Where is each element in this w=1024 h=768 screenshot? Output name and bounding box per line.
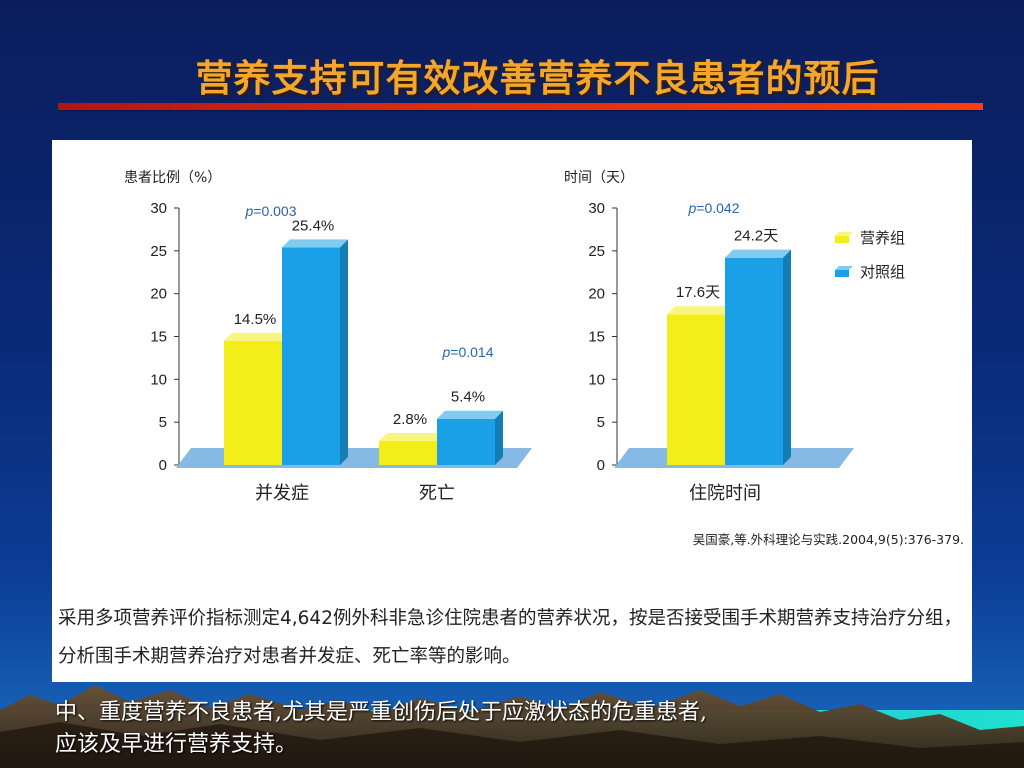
bar-top [667,306,733,315]
y-tick-label: 30 [588,200,605,217]
legend-swatch-top [835,232,853,236]
bar-top [282,239,348,248]
y-tick-label: 0 [159,457,167,474]
conclusion-line-1: 中、重度营养不良患者,尤其是严重创伤后处于应激状态的危重患者, [55,700,707,725]
bar-nutrition [224,340,282,465]
y-tick-label: 30 [150,200,167,217]
p-value-label: p=0.042 [687,200,739,216]
y-tick-label: 5 [597,414,605,431]
chart-panel: 患者比例（%） 0 5 10 15 20 25 30 14.5% 25.4% 并发症 p=0.003 2… [52,140,972,682]
bar-control [437,418,495,465]
y-axis-title: 患者比例（%） [124,170,221,186]
bar-value-label: 5.4% [451,389,485,406]
p-value-number: =0.003 [253,203,296,219]
bar-top [437,410,503,419]
conclusion-text: 中、重度营养不良患者,尤其是严重创伤后处于应激状态的危重患者, 应该及早进行营养… [55,697,995,761]
bar-nutrition [667,314,725,465]
title-underline [58,103,983,110]
category-label: 并发症 [255,483,309,504]
legend-label: 营养组 [860,229,905,247]
y-tick-label: 25 [588,243,605,260]
bar-charts: 患者比例（%）05101520253014.5%25.4%并发症p=0.0032… [124,170,905,504]
bar-value-label: 17.6天 [676,284,720,301]
legend-swatch [835,236,849,243]
y-tick-label: 20 [150,286,167,303]
bar-control [282,247,340,465]
slide-title: 营养支持可有效改善营养不良患者的预后 [195,57,880,100]
citation: 吴国豪,等.外科理论与实践.2004,9(5):376-379. [692,532,964,547]
bar-value-label: 25.4% [292,217,335,234]
bar-nutrition [379,441,437,465]
bar-value-label: 24.2天 [734,228,778,245]
y-tick-label: 15 [150,329,167,346]
bar-top [725,249,791,258]
legend-swatch [835,270,849,277]
conclusion-line-2: 应该及早进行营养支持。 [55,732,298,757]
p-value-symbol: p [244,203,253,219]
y-tick-label: 0 [597,457,605,474]
bar-value-label: 2.8% [393,411,427,428]
y-tick-label: 5 [159,414,167,431]
category-label: 住院时间 [689,483,761,504]
bar-side [495,410,503,465]
category-label: 死亡 [419,483,455,504]
legend-swatch-top [835,266,853,270]
study-description: 采用多项营养评价指标测定4,642例外科非急诊住院患者的营养状况，按是否接受围手… [58,608,962,667]
p-value-number: =0.014 [450,344,493,360]
p-value-symbol: p [441,344,450,360]
y-tick-label: 10 [150,371,167,388]
p-value-label: p=0.014 [441,344,493,360]
bar-side [340,239,348,465]
y-tick-label: 10 [588,371,605,388]
mountain-decoration [0,685,1024,768]
y-tick-label: 15 [588,329,605,346]
bar-side [783,249,791,465]
bar-top [379,433,445,442]
p-value-number: =0.042 [696,200,739,216]
y-tick-label: 25 [150,243,167,260]
bar-control [725,257,783,465]
bar-top [224,332,290,341]
y-axis-title: 时间（天） [564,170,634,186]
bar-value-label: 14.5% [234,311,277,328]
legend-label: 对照组 [860,263,905,281]
p-value-label: p=0.003 [244,203,296,219]
p-value-symbol: p [687,200,696,216]
y-tick-label: 20 [588,286,605,303]
